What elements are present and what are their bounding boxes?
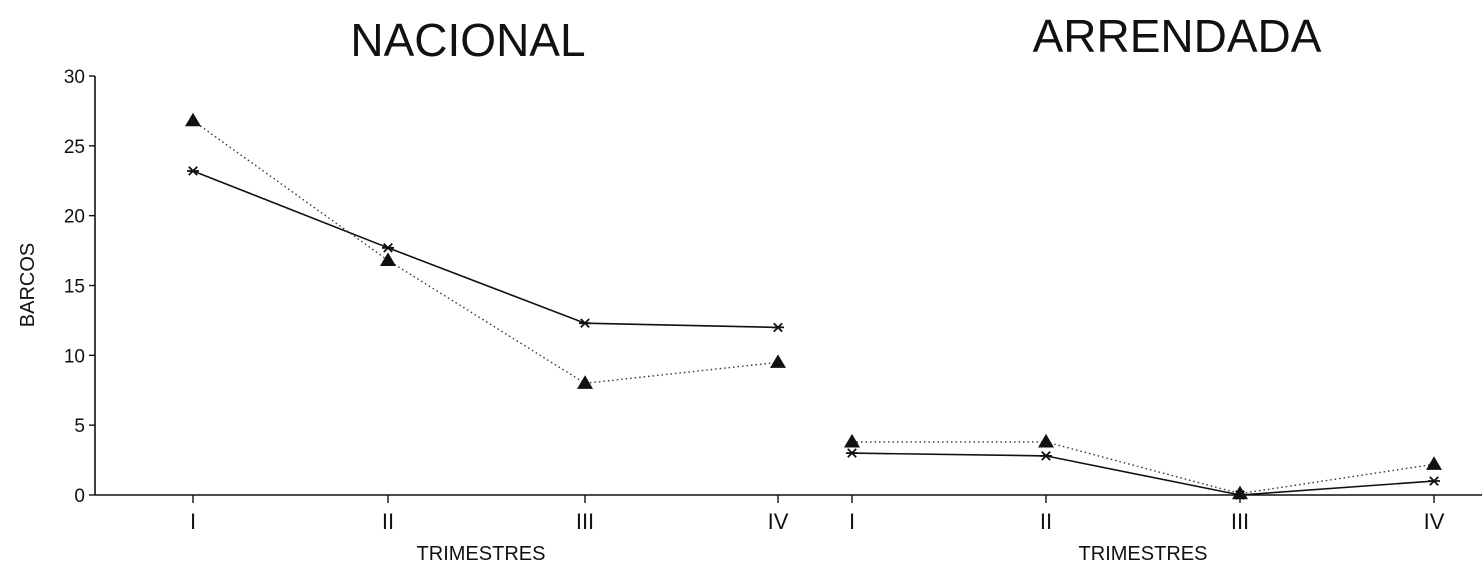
x-axis-label-arrendada: TRIMESTRES [1079,543,1208,565]
data-point-triangle [577,375,593,389]
data-point-star [579,318,591,329]
series-line-triangle [852,441,1435,495]
panel-title-nacional: NACIONAL [350,14,585,66]
data-point-triangle [1426,456,1442,470]
y-tick-label: 25 [64,137,85,158]
x-tick-label: I [190,509,196,534]
series-line-star [851,452,1435,496]
x-tick-label: III [1231,509,1249,534]
y-tick-label: 30 [64,67,85,88]
y-tick-label: 5 [74,416,85,437]
y-tick-label: 0 [74,486,85,507]
data-point-star [187,166,199,176]
panel-title-arrendada: ARRENDADA [1033,10,1322,62]
series-line-star [192,170,779,329]
x-tick-label: II [382,509,394,534]
x-tick-label: II [1040,509,1052,534]
data-point-triangle [185,112,201,127]
data-point-triangle [844,433,860,448]
y-tick-label: 10 [64,346,85,367]
series-line-triangle [192,120,779,384]
data-point-star [772,322,784,333]
data-point-star [382,242,394,253]
data-point-triangle [1232,485,1248,500]
x-tick-label: III [576,509,594,534]
data-point-triangle [770,354,786,368]
data-point-star [1428,476,1440,486]
x-tick-label: IV [1424,509,1445,534]
y-axis-label: BARCOS [17,243,39,327]
y-tick-label: 15 [64,277,85,298]
data-point-star [846,448,858,458]
data-point-triangle [380,252,396,266]
y-tick-label: 20 [64,207,85,228]
data-point-star [1040,451,1052,461]
data-point-triangle [1038,433,1054,448]
x-tick-label: I [849,509,855,534]
x-tick-label: IV [768,509,789,534]
x-axis-label-nacional: TRIMESTRES [417,543,546,565]
